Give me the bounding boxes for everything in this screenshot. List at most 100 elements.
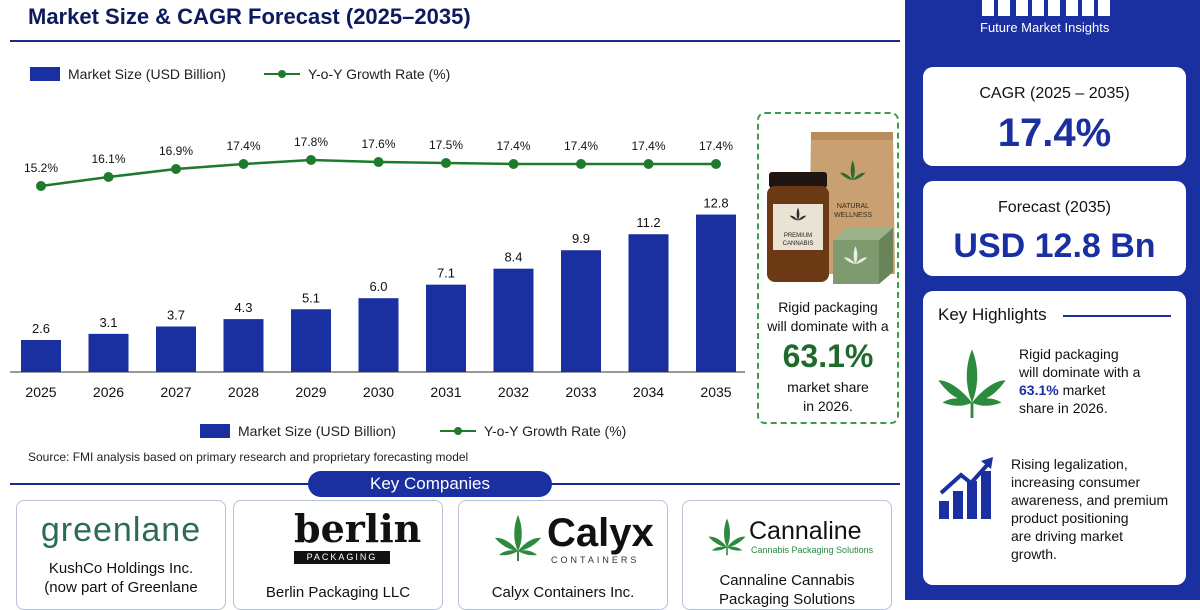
cagr-value: 17.4% [997, 111, 1112, 155]
growth-rate-point [508, 159, 519, 169]
company-name-line: KushCo Holdings Inc. [48, 560, 194, 577]
brand-name: Future Market Insights [980, 20, 1110, 35]
growth-rate-label: 17.4% [631, 139, 665, 153]
company-card-cannaline: Cannaline Cannabis Packaging Solutions C… [682, 500, 892, 610]
jar-label-line: PREMIUM [784, 233, 812, 239]
highlight-2-line: are driving market [1011, 528, 1124, 544]
product-highlight-panel: NATURAL WELLNESS PREMIUM CANNABIS Rigid … [757, 112, 899, 424]
growth-rate-label: 16.1% [91, 152, 125, 166]
growth-rate-label: 17.5% [429, 138, 463, 152]
highlight-1-line: will dominate with a [1019, 364, 1141, 380]
growth-rate-point [306, 155, 316, 165]
forecast-card: Forecast (2035) USD 12.8 Bn [923, 181, 1186, 276]
chart-legend-top: Market Size (USD Billion) Y-o-Y Growth R… [30, 66, 480, 82]
source-note: Source: FMI analysis based on primary re… [28, 450, 469, 464]
page-title: Market Size & CAGR Forecast (2025–2035) [28, 4, 471, 29]
product-panel-text: will dominate with a [767, 318, 889, 334]
company-name-line: Cannaline Cannabis [719, 572, 855, 589]
cannaline-logo: Cannaline [749, 517, 862, 545]
bar-mark [628, 234, 669, 372]
cannabis-leaf-icon [938, 349, 1006, 418]
bar-mark [358, 298, 399, 372]
growth-rate-label: 15.2% [24, 161, 58, 175]
growth-rate-point [643, 159, 654, 169]
company-name-line: (now part of Greenlane [44, 579, 198, 596]
product-panel-text: market share [787, 379, 869, 395]
key-highlights-card: Key Highlights Rigid packaging will domi… [923, 291, 1186, 585]
highlight-2-line: growth. [1011, 546, 1057, 562]
growth-rate-point [441, 158, 451, 168]
legend-item-market-size: Market Size (USD Billion) [30, 66, 226, 82]
bar-value-label: 2.6 [32, 321, 50, 336]
growth-rate-point [103, 172, 114, 182]
growth-rate-label: 17.4% [564, 139, 598, 153]
growth-rate-label: 16.9% [159, 144, 193, 158]
legend-label-market-size: Market Size (USD Billion) [68, 66, 226, 82]
fmi-logo-icon [982, 0, 1110, 16]
bar-mark [493, 268, 534, 372]
legend-item-growth-rate-bottom: Y-o-Y Growth Rate (%) [439, 423, 626, 439]
product-panel-text: Rigid packaging [778, 299, 878, 315]
growth-rate-point [711, 159, 721, 169]
bar-mark [696, 214, 736, 372]
bar-value-label: 3.1 [99, 315, 117, 330]
highlight-1-line: share in 2026. [1019, 400, 1108, 416]
highlight-1-share-suffix: market [1058, 382, 1106, 398]
bar-value-label: 7.1 [437, 266, 455, 281]
x-tick-label: 2030 [363, 384, 394, 400]
key-companies-heading: Key Companies [308, 471, 552, 497]
highlight-1-share-line: 63.1% market [1019, 381, 1105, 399]
berlin-logo: berlin [294, 506, 422, 551]
x-tick-label: 2032 [498, 384, 529, 400]
highlight-1-line: Rigid packaging [1019, 346, 1119, 362]
legend-swatch-bar [30, 67, 60, 81]
bar-mark [223, 319, 264, 372]
x-tick-label: 2031 [430, 384, 461, 400]
x-tick-label: 2033 [565, 384, 596, 400]
legend-label-market-size-bottom: Market Size (USD Billion) [238, 423, 396, 439]
bar-mark [291, 309, 331, 372]
bar-value-label: 3.7 [167, 307, 185, 322]
pouch-label-line: WELLNESS [834, 212, 872, 219]
x-tick-label: 2034 [633, 384, 664, 400]
legend-item-market-size-bottom: Market Size (USD Billion) [200, 423, 396, 439]
bar-value-label: 6.0 [369, 279, 387, 294]
growth-rate-label: 17.4% [699, 139, 733, 153]
greenlane-logo: greenlane [40, 511, 202, 549]
cagr-label: CAGR (2025 – 2035) [979, 85, 1130, 102]
legend-swatch-bar-bottom [200, 424, 230, 438]
calyx-logo-subtitle: CONTAINERS [551, 555, 640, 565]
company-card-calyx: Calyx CONTAINERS Calyx Containers Inc. [458, 500, 668, 610]
bar-value-label: 12.8 [703, 196, 728, 211]
growth-rate-point [373, 157, 384, 167]
bar-value-label: 8.4 [504, 250, 522, 265]
growth-rate-label: 17.4% [496, 139, 530, 153]
x-tick-label: 2029 [295, 384, 326, 400]
highlight-2-line: awareness, and premium [1011, 492, 1169, 508]
legend-item-growth-rate: Y-o-Y Growth Rate (%) [263, 66, 450, 82]
bar-value-label: 9.9 [572, 231, 590, 246]
growth-rate-label: 17.8% [294, 135, 328, 149]
bar-value-label: 5.1 [302, 290, 320, 305]
bar-mark [156, 326, 196, 372]
bar-mark [561, 250, 601, 372]
company-name-line: Calyx Containers Inc. [491, 584, 635, 601]
product-panel-text: in 2026. [803, 398, 853, 414]
chart-legend-bottom: Market Size (USD Billion) Y-o-Y Growth R… [200, 423, 656, 439]
calyx-leaf-icon [495, 515, 541, 561]
x-tick-label: 2026 [93, 384, 124, 400]
growth-rate-point [238, 159, 249, 169]
x-tick-label: 2027 [160, 384, 191, 400]
packaging-illustration: NATURAL WELLNESS PREMIUM CANNABIS [767, 132, 895, 284]
title-divider [10, 40, 900, 42]
company-name-line: Berlin Packaging LLC [265, 584, 411, 601]
highlight-1-share-value: 63.1% [1019, 382, 1059, 398]
x-tick-label: 2025 [25, 384, 56, 400]
growth-rate-point [36, 181, 46, 191]
forecast-value: USD 12.8 Bn [953, 227, 1156, 265]
cannaline-logo-subtitle: Cannabis Packaging Solutions [751, 545, 874, 555]
legend-swatch-line [263, 67, 300, 81]
market-size-chart: 2.6 2025 3.1 2026 3.7 2027 4.3 2028 5.1 2029 6.0 20… [10, 135, 745, 400]
pouch-label-line: NATURAL [837, 203, 869, 210]
legend-swatch-line-bottom [439, 424, 476, 438]
